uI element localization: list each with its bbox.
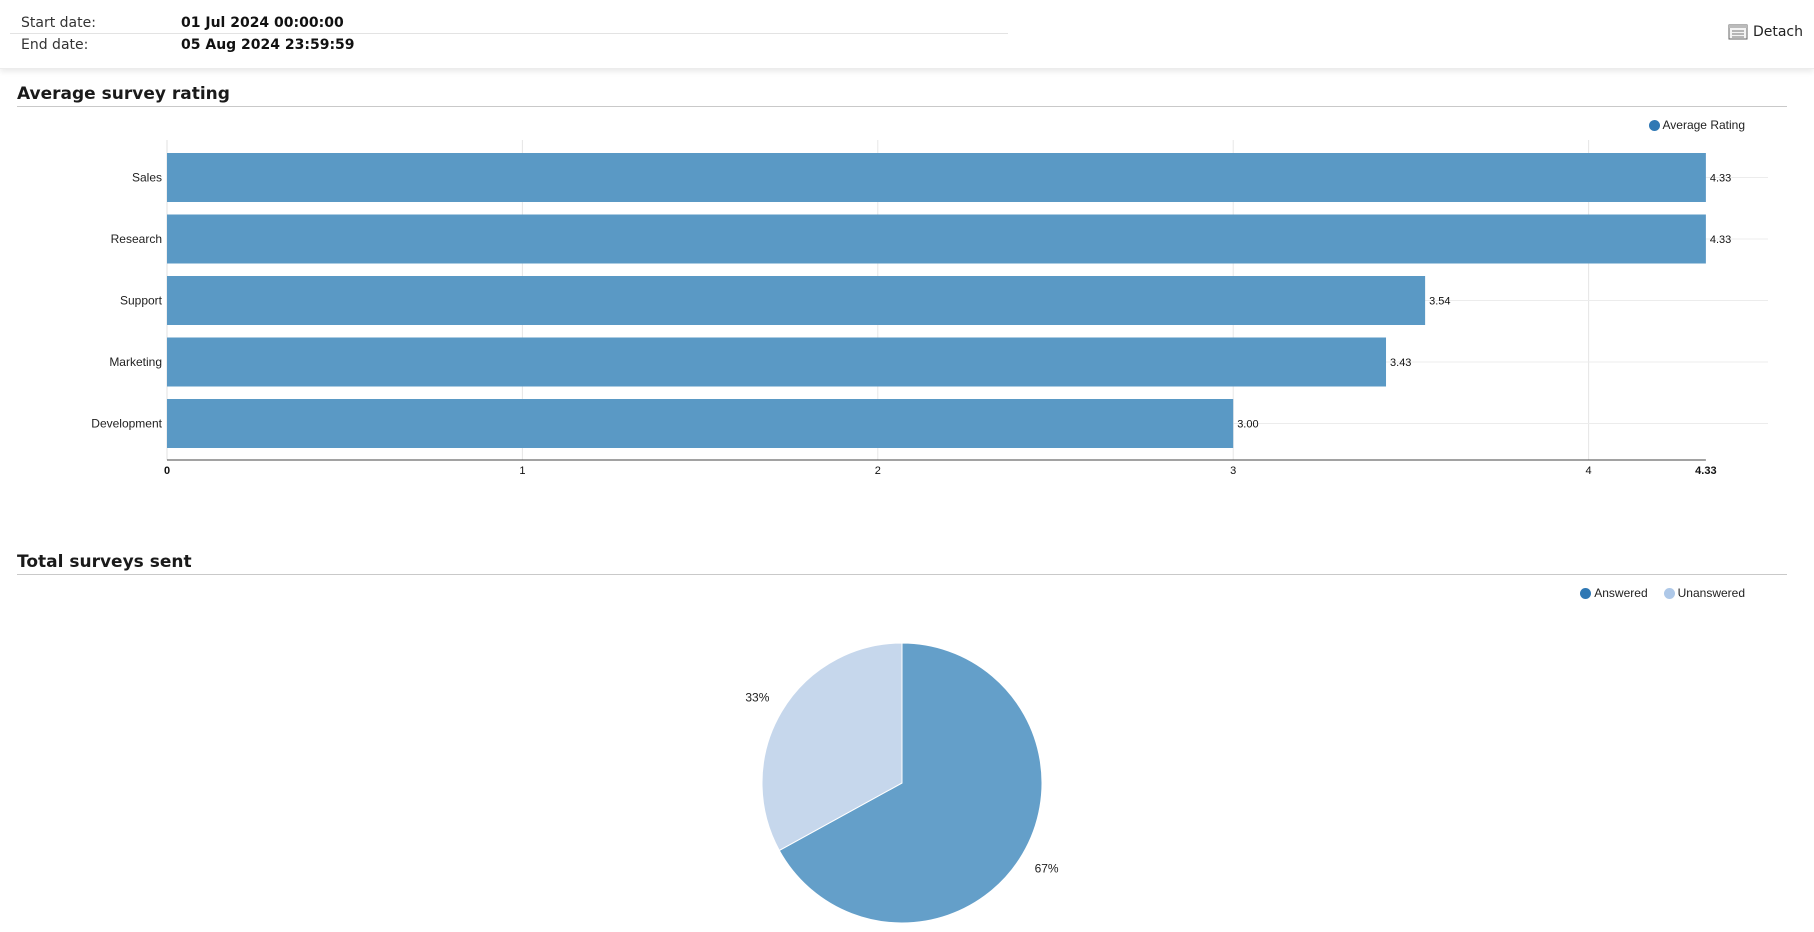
total-section-divider <box>17 574 1787 575</box>
total-legend: Answered Unanswered <box>1580 586 1745 600</box>
rating-section-divider <box>17 106 1787 107</box>
data-label-research: 4.33 <box>1710 234 1731 246</box>
bar-research[interactable] <box>167 214 1706 264</box>
rating-legend: Average Rating <box>1648 118 1746 132</box>
x-tick-label: 4 <box>1586 465 1592 477</box>
category-label-marketing: Marketing <box>109 355 162 369</box>
category-label-development: Development <box>91 417 162 431</box>
total-section-title: Total surveys sent <box>17 552 192 572</box>
legend-item-answered[interactable]: Answered <box>1580 586 1648 600</box>
bar-marketing[interactable] <box>167 337 1387 387</box>
detach-button[interactable]: Detach <box>1728 24 1803 40</box>
x-tick-label: 2 <box>875 465 881 477</box>
legend-dot-average-rating <box>1648 119 1660 131</box>
filter-header: Start date: 01 Jul 2024 00:00:00 End dat… <box>0 0 1814 69</box>
end-date-row: End date: 05 Aug 2024 23:59:59 <box>10 34 1008 55</box>
legend-label-average-rating: Average Rating <box>1662 118 1746 132</box>
start-date-label: Start date: <box>21 14 96 31</box>
end-date-value: 05 Aug 2024 23:59:59 <box>181 36 355 53</box>
date-range-table: Start date: 01 Jul 2024 00:00:00 End dat… <box>10 12 1008 55</box>
legend-item-unanswered[interactable]: Unanswered <box>1663 586 1745 600</box>
x-tick-label: 0 <box>164 465 170 477</box>
category-label-research: Research <box>111 232 162 246</box>
category-label-sales: Sales <box>132 171 162 185</box>
bar-support[interactable] <box>167 276 1426 325</box>
legend-dot-unanswered <box>1663 587 1675 599</box>
start-date-row: Start date: 01 Jul 2024 00:00:00 <box>10 12 1008 34</box>
legend-label-answered: Answered <box>1594 586 1648 600</box>
legend-item-average-rating[interactable]: Average Rating <box>1648 118 1746 132</box>
bar-sales[interactable] <box>167 153 1706 202</box>
data-label-development: 3.00 <box>1237 419 1258 431</box>
x-max-tick-label: 4.33 <box>1695 465 1716 477</box>
pie-label-answered: 67% <box>1035 862 1059 876</box>
detach-label: Detach <box>1752 24 1803 40</box>
legend-dot-answered <box>1580 587 1592 599</box>
data-label-support: 3.54 <box>1429 296 1450 308</box>
detach-icon <box>1728 24 1748 40</box>
pie-slice-unanswered[interactable] <box>761 642 903 852</box>
category-label-support: Support <box>120 294 163 308</box>
bar-development[interactable] <box>167 399 1234 448</box>
total-surveys-pie-chart: 67% 33% <box>745 642 1059 924</box>
x-tick-label: 1 <box>519 465 525 477</box>
x-tick-label: 3 <box>1230 465 1236 477</box>
data-label-sales: 4.33 <box>1710 173 1731 185</box>
pie-label-unanswered: 33% <box>745 690 769 704</box>
average-rating-bar-chart: Sales 4.33 Research 4.33 Support 3.54 Marketin… <box>91 140 1768 477</box>
start-date-value: 01 Jul 2024 00:00:00 <box>181 14 344 31</box>
data-label-marketing: 3.43 <box>1390 357 1411 369</box>
end-date-label: End date: <box>21 36 89 53</box>
legend-label-unanswered: Unanswered <box>1677 586 1745 600</box>
pie-slice-answered[interactable] <box>778 642 1043 924</box>
rating-section-title: Average survey rating <box>17 84 230 104</box>
